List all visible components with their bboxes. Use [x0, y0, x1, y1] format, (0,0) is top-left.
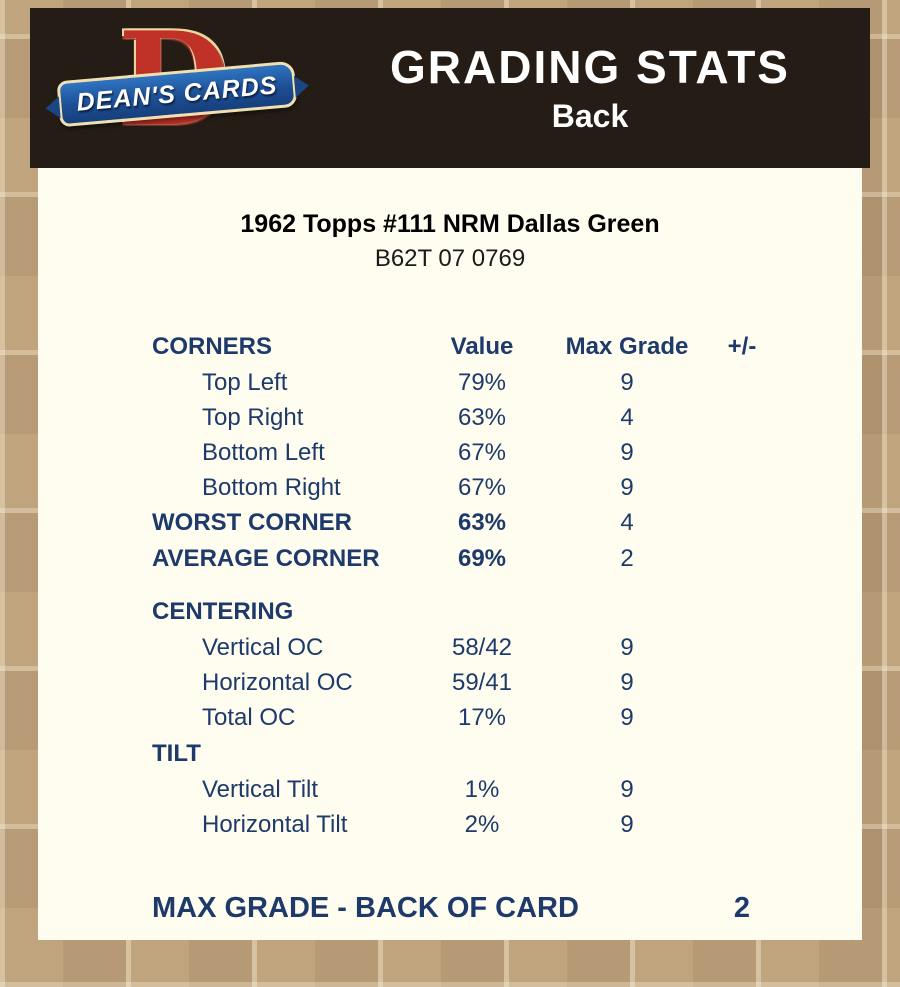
row-value: 79%: [457, 369, 507, 396]
row-value: 67%: [457, 439, 507, 466]
row-max-grade: 4: [620, 404, 634, 431]
row-label: AVERAGE CORNER: [152, 545, 380, 572]
row-label: Bottom Right: [202, 474, 341, 501]
row-label: Vertical OC: [202, 634, 324, 661]
row-label: Total OC: [202, 704, 296, 731]
table-row: Bottom Left 67% 9: [152, 435, 862, 470]
table-header-row: CORNERS Value Max Grade +/-: [152, 328, 862, 365]
row-max-grade: 9: [620, 369, 634, 396]
row-label: Top Right: [202, 404, 304, 431]
max-grade-label: MAX GRADE - BACK OF CARD: [152, 892, 579, 924]
table-row: Vertical Tilt 1% 9: [152, 772, 862, 807]
column-header-value: Value: [450, 333, 514, 360]
row-max-grade: 2: [620, 545, 634, 572]
table-row: Horizontal Tilt 2% 9: [152, 807, 862, 842]
worst-corner-row: WORST CORNER 63% 4: [152, 505, 862, 541]
table-row: Horizontal OC 59/41 9: [152, 665, 862, 700]
card-serial-number: B62T 07 0769: [374, 245, 526, 272]
page-subtitle: Back: [551, 98, 629, 134]
max-grade-footer-row: MAX GRADE - BACK OF CARD 2: [152, 888, 862, 928]
row-max-grade: 9: [620, 811, 634, 838]
column-header-corners: CORNERS: [152, 333, 273, 360]
row-max-grade: 9: [620, 669, 634, 696]
average-corner-row: AVERAGE CORNER 69% 2: [152, 541, 862, 577]
row-label: Bottom Left: [202, 439, 325, 466]
header-bar: D DEAN'S CARDS GRADING STATS Back: [30, 5, 870, 168]
row-label: WORST CORNER: [152, 509, 352, 536]
row-value: 63%: [457, 404, 507, 431]
row-max-grade: 9: [620, 439, 634, 466]
row-label: Horizontal Tilt: [202, 811, 348, 838]
row-value: 17%: [457, 704, 507, 731]
section-header-centering: CENTERING: [152, 598, 294, 625]
grading-stats-table: CORNERS Value Max Grade +/- Top Left 79%…: [152, 328, 862, 842]
max-grade-value: 2: [733, 892, 751, 924]
section-header-tilt: TILT: [152, 740, 201, 767]
row-value: 59/41: [451, 669, 513, 696]
deans-cards-logo: D DEAN'S CARDS: [30, 5, 320, 163]
row-label: Vertical Tilt: [202, 776, 319, 803]
row-max-grade: 9: [620, 704, 634, 731]
content-panel: 1962 Topps #111 NRM Dallas Green B62T 07…: [38, 168, 862, 940]
header-titles: GRADING STATS Back: [320, 39, 870, 137]
row-value: 69%: [457, 545, 507, 572]
row-value: 58/42: [451, 634, 513, 661]
row-max-grade: 9: [620, 634, 634, 661]
table-row: Top Left 79% 9: [152, 365, 862, 400]
logo-text: DEAN'S CARDS: [75, 70, 279, 117]
row-label: Horizontal OC: [202, 669, 353, 696]
row-value: 2%: [464, 811, 500, 838]
row-label: Top Left: [202, 369, 288, 396]
column-header-max-grade: Max Grade: [565, 333, 689, 360]
table-row: Top Right 63% 4: [152, 400, 862, 435]
section-gap: [152, 577, 862, 593]
table-row: Vertical OC 58/42 9: [152, 630, 862, 665]
row-max-grade: 9: [620, 474, 634, 501]
table-row: Bottom Right 67% 9: [152, 470, 862, 505]
row-max-grade: 4: [620, 509, 634, 536]
page-title: GRADING STATS: [390, 41, 790, 93]
card-title: 1962 Topps #111 NRM Dallas Green: [240, 210, 660, 238]
centering-section-header-row: CENTERING: [152, 593, 862, 630]
row-max-grade: 9: [620, 776, 634, 803]
row-value: 63%: [457, 509, 507, 536]
tilt-section-header-row: TILT: [152, 735, 862, 772]
column-header-plus-minus: +/-: [727, 333, 757, 360]
row-value: 1%: [464, 776, 500, 803]
table-row: Total OC 17% 9: [152, 700, 862, 735]
row-value: 67%: [457, 474, 507, 501]
